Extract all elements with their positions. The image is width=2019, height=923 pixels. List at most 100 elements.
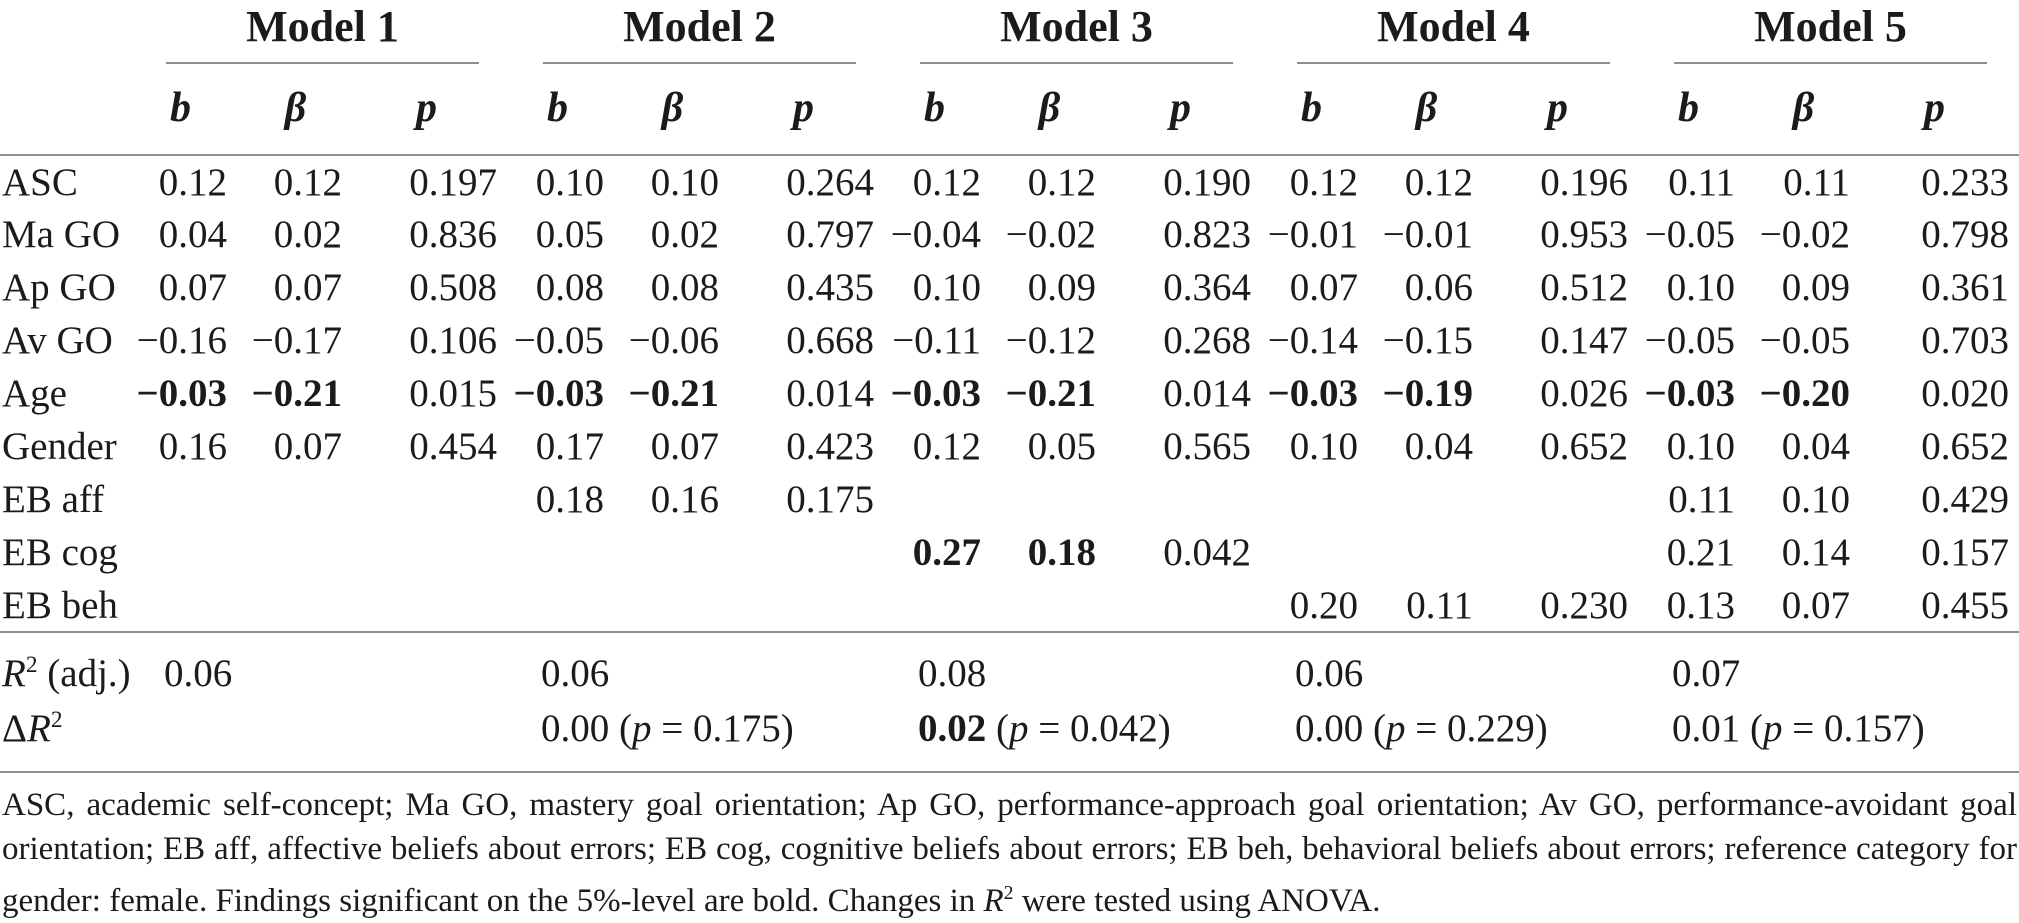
table-cell: −0.17 (251, 319, 342, 363)
table-cell: −0.21 (251, 372, 342, 416)
model-header: Model 4 (1377, 2, 1530, 51)
table-cell: 0.10 (650, 160, 719, 204)
table-cell: 0.12 (273, 160, 342, 204)
table-cell: 0.12 (1404, 160, 1473, 204)
r2-symbol: R (2, 652, 26, 696)
table-cell: 0.11 (1668, 478, 1735, 522)
table-cell (741, 526, 888, 579)
table-cell: 0.423 (786, 425, 874, 469)
subcolumn-header-b: b (134, 64, 249, 157)
table-cell: −0.03 (1644, 372, 1735, 416)
table-cell: 0.27 (912, 531, 981, 575)
p-symbol: p (632, 707, 652, 751)
table-cell: −0.03 (1267, 372, 1358, 416)
table-cell: −0.16 (136, 319, 227, 363)
table-cell: 0.512 (1540, 266, 1628, 310)
table-cell: 0.190 (1163, 160, 1251, 204)
delta-r2-value: 0.02 (p = 0.042) (888, 700, 1265, 774)
table-cell: 0.08 (535, 266, 604, 310)
table-cell (1118, 473, 1265, 526)
table-cell: 0.10 (912, 266, 981, 310)
table-cell: 0.09 (1781, 266, 1850, 310)
table-cell: −0.14 (1267, 319, 1358, 363)
table-row: EB beh 0.20 0.11 0.230 0.13 0.07 0.455 (0, 579, 2019, 632)
subcolumn-header-beta: β (1003, 64, 1118, 157)
row-label: Av GO (2, 319, 113, 363)
delta-r2-label: ΔR2 (0, 700, 134, 774)
r2-adj-value: 0.06 (134, 631, 511, 701)
table-cell: 0.364 (1163, 266, 1251, 310)
table-cell: 0.042 (1163, 531, 1251, 575)
table-cell: 0.565 (1163, 425, 1251, 469)
table-cell: 0.11 (1668, 160, 1735, 204)
table-cell: 0.12 (912, 425, 981, 469)
r2-adj-value: 0.06 (511, 631, 888, 701)
table-cell: 0.07 (158, 266, 227, 310)
r2-sup: 2 (25, 652, 38, 679)
table-cell: 0.07 (1781, 583, 1850, 627)
table-cell (511, 579, 626, 632)
table-cell: −0.05 (513, 319, 604, 363)
table-cell (626, 579, 741, 632)
table-cell: 0.230 (1540, 583, 1628, 627)
table-body: ASC 0.12 0.12 0.197 0.10 0.10 0.264 0.12 0.12 0.1… (0, 155, 2019, 632)
table-cell: 0.07 (1289, 266, 1358, 310)
model-underline (543, 62, 856, 65)
table-row: Age −0.03 −0.21 0.015 −0.03 −0.21 0.014 −0.03 −0… (0, 367, 2019, 420)
subcolumn-header-beta: β (1380, 64, 1495, 157)
delta-r2-sup: 2 (50, 707, 63, 734)
model-header-group: Model 3 (888, 0, 1265, 65)
table-cell: 0.508 (409, 266, 497, 310)
table-cell: 0.12 (912, 160, 981, 204)
table-cell: −0.19 (1382, 372, 1473, 416)
table-cell (134, 473, 249, 526)
footnote-r-sup: 2 (1003, 882, 1014, 905)
table-cell: 0.157 (1921, 531, 2009, 575)
table-cell (134, 526, 249, 579)
row-label: Ma GO (2, 213, 121, 257)
table-row: Ap GO 0.07 0.07 0.508 0.08 0.08 0.435 0.10 0.09 0… (0, 261, 2019, 314)
footnote-r-symbol: R (983, 883, 1004, 920)
table-cell: 0.12 (1289, 160, 1358, 204)
table-cell (888, 473, 1003, 526)
table-cell: −0.06 (628, 319, 719, 363)
row-label: EB beh (2, 583, 118, 627)
table-cell (1003, 473, 1118, 526)
model-underline (166, 62, 479, 65)
subcolumn-header-b: b (888, 64, 1003, 157)
table-cell: −0.21 (628, 372, 719, 416)
table-cell (249, 473, 364, 526)
table-cell: −0.15 (1382, 319, 1473, 363)
table-cell: −0.02 (1005, 213, 1096, 257)
r2-adj-value: 0.08 (888, 631, 1265, 701)
table-cell: 0.08 (650, 266, 719, 310)
table-cell: 0.04 (1404, 425, 1473, 469)
corner-spacer (0, 0, 134, 64)
row-label: Ap GO (2, 266, 116, 310)
table-row: Av GO −0.16 −0.17 0.106 −0.05 −0.06 0.668 −0.11… (0, 314, 2019, 367)
table-cell: 0.175 (786, 478, 874, 522)
table-cell: 0.196 (1540, 160, 1628, 204)
table-cell: −0.05 (1644, 319, 1735, 363)
table-cell (1003, 579, 1118, 632)
table-cell: 0.197 (409, 160, 497, 204)
table-cell: 0.07 (650, 425, 719, 469)
r2-adj-label: R2 (adj.) (0, 631, 134, 701)
table-cell: 0.668 (786, 319, 874, 363)
table-cell: 0.12 (1027, 160, 1096, 204)
table-cell (511, 526, 626, 579)
table-cell (741, 579, 888, 632)
table-cell: 0.455 (1921, 583, 2009, 627)
table-cell: 0.454 (409, 425, 497, 469)
table-cell (1380, 473, 1495, 526)
table-cell: 0.13 (1666, 583, 1735, 627)
table-row: Ma GO 0.04 0.02 0.836 0.05 0.02 0.797 −0.04 −0.0… (0, 208, 2019, 261)
table-cell: 0.836 (409, 213, 497, 257)
table-cell: −0.01 (1382, 213, 1473, 257)
table-cell: 0.268 (1163, 319, 1251, 363)
table-cell: 0.652 (1540, 425, 1628, 469)
table-cell: 0.798 (1921, 213, 2009, 257)
delta-r2-number: 0.00 (541, 707, 610, 751)
table-cell (1380, 526, 1495, 579)
